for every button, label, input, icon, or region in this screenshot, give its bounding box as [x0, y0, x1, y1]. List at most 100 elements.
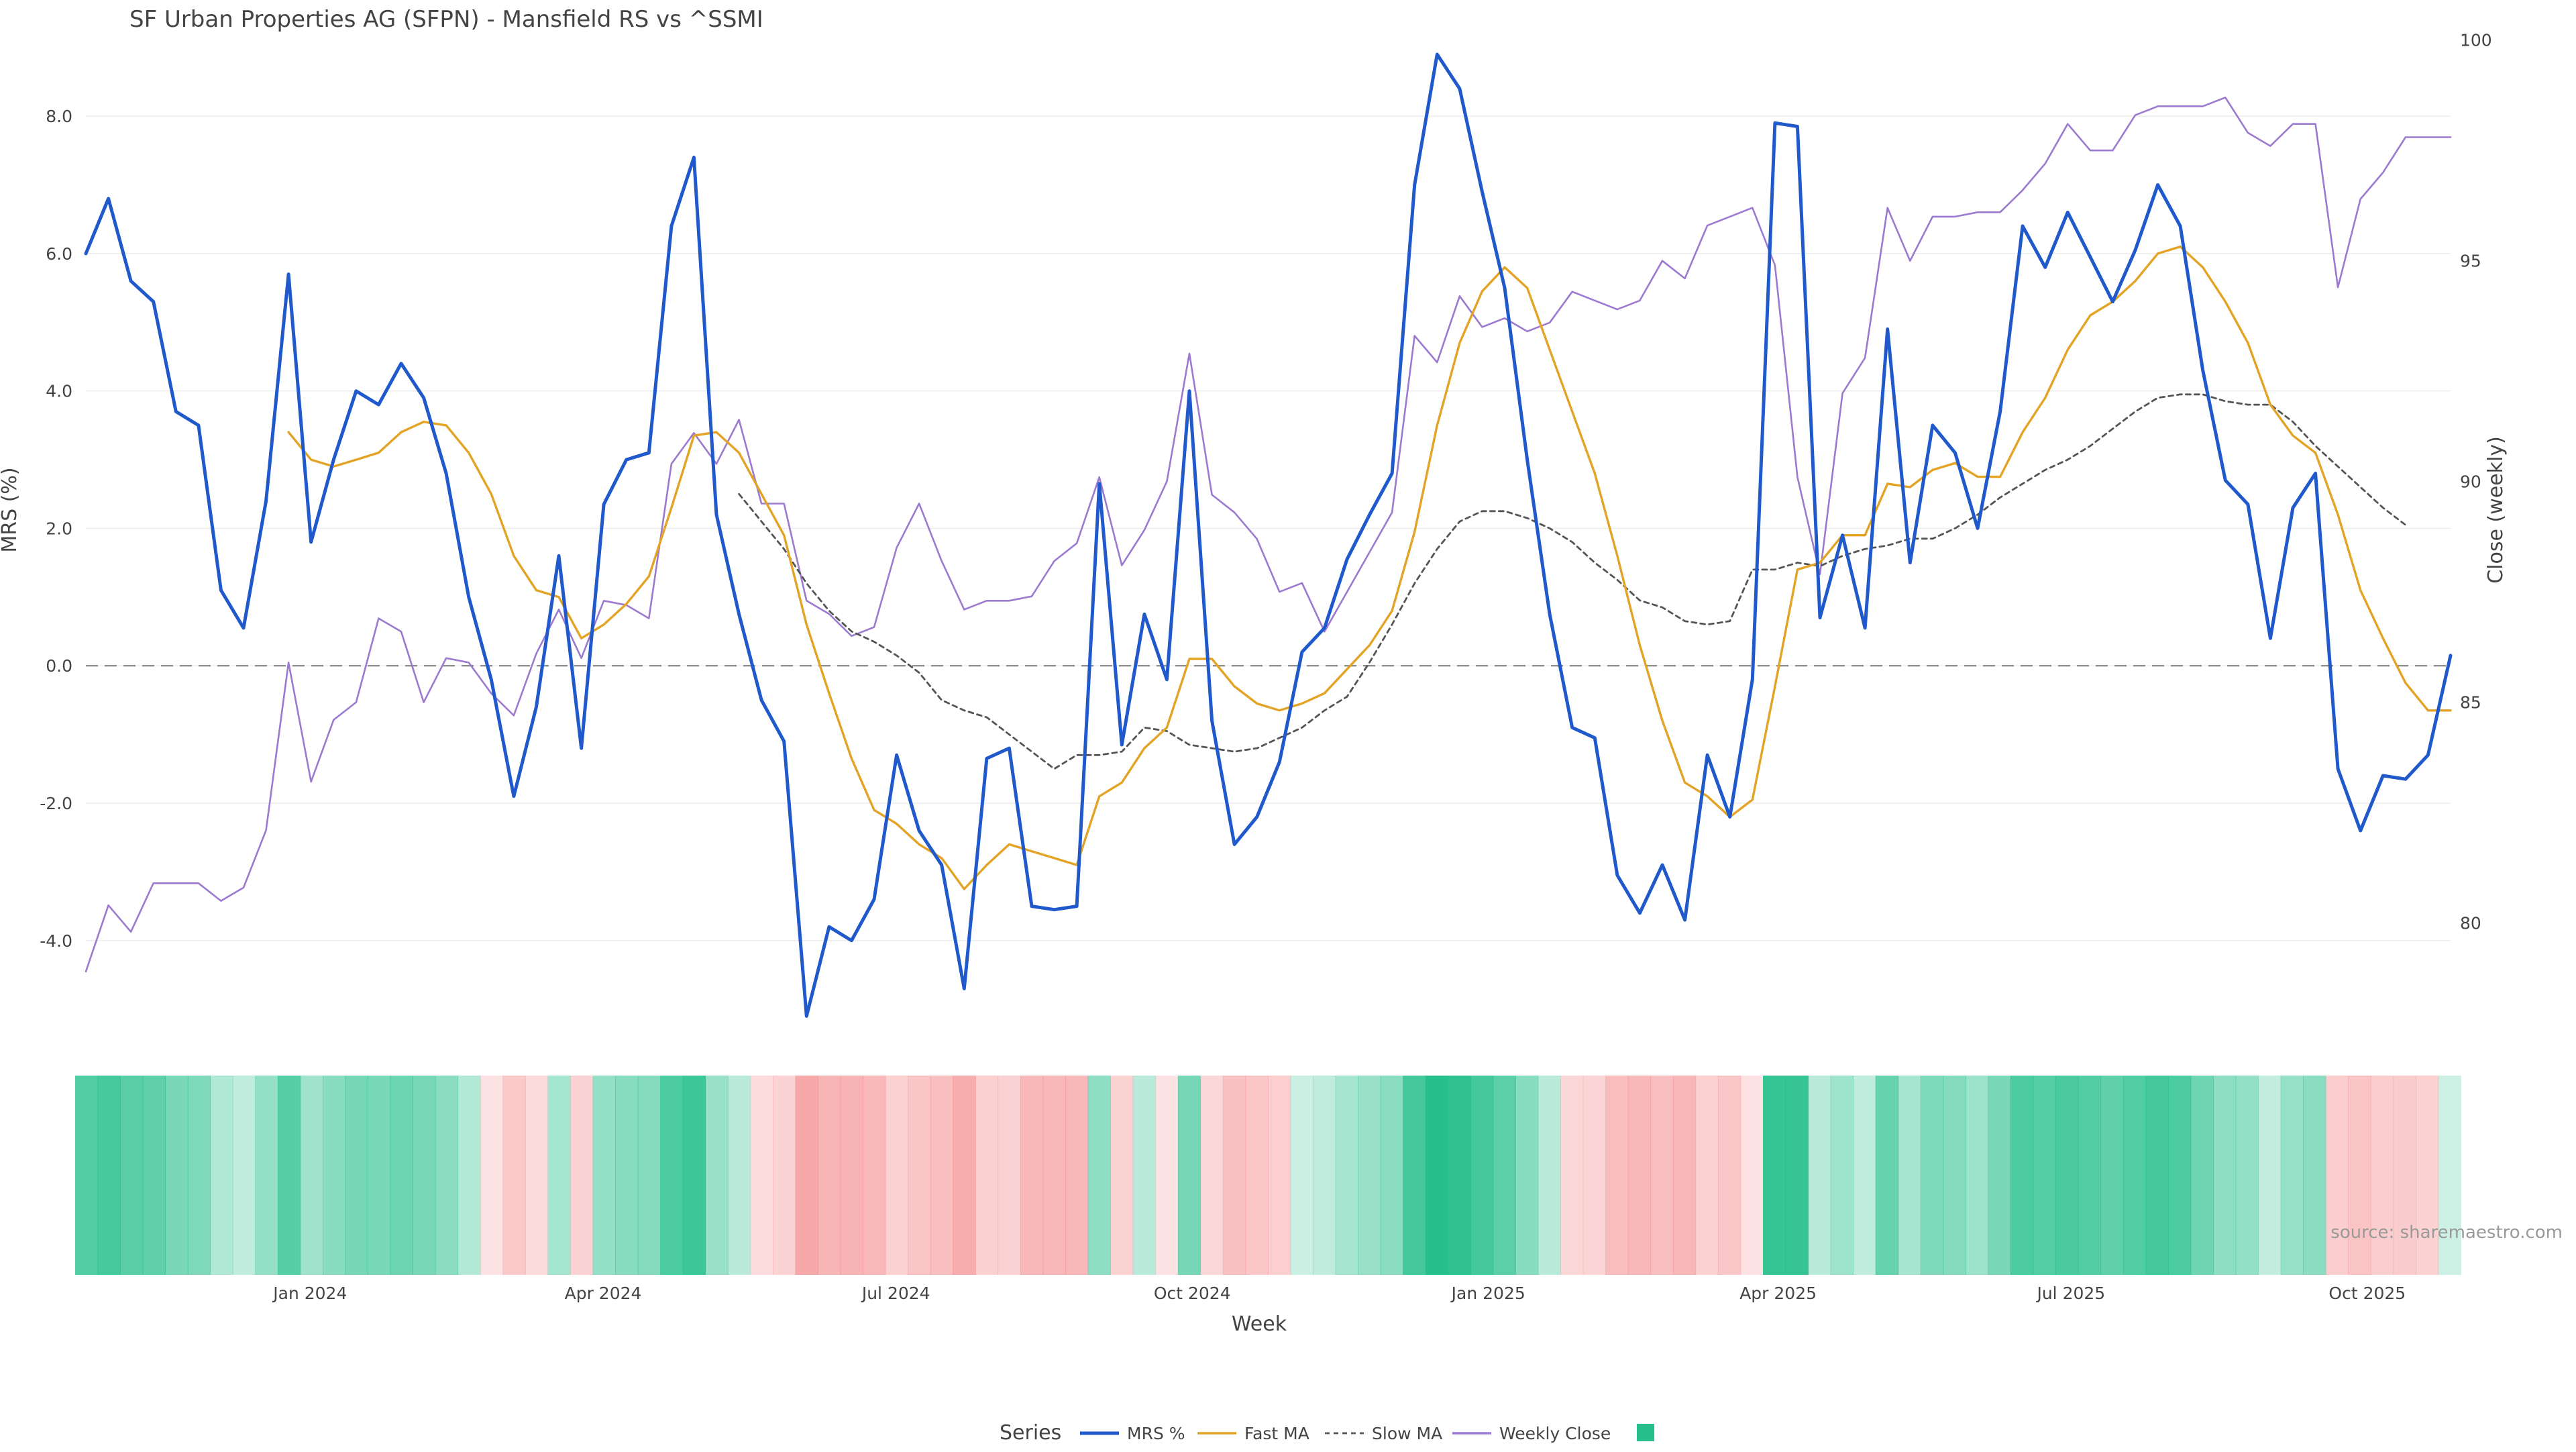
heatmap-cell — [232, 1076, 256, 1275]
x-tick-label: Jan 2024 — [272, 1284, 347, 1303]
heatmap-cell — [2123, 1076, 2147, 1275]
y-left-tick-label: 4.0 — [46, 382, 72, 401]
series-line-fast-ma — [287, 245, 2452, 890]
heatmap-cell — [930, 1076, 954, 1275]
heatmap-cell — [1425, 1076, 1449, 1275]
heatmap-cell — [1380, 1076, 1404, 1275]
legend-label: Slow MA — [1372, 1424, 1442, 1443]
legend-title: Series — [1000, 1421, 1061, 1445]
heatmap-cell — [818, 1076, 841, 1275]
heatmap-cell — [1222, 1076, 1246, 1275]
heatmap-cell — [1695, 1076, 1719, 1275]
heatmap-cell — [165, 1076, 189, 1275]
heatmap-cell — [1920, 1076, 1944, 1275]
heatmap-cell — [1448, 1076, 1471, 1275]
x-tick-label: Jul 2024 — [861, 1284, 930, 1303]
heatmap-cell — [885, 1076, 909, 1275]
heatmap-cell — [75, 1076, 99, 1275]
mrs-heatmap-strip — [75, 1076, 2461, 1275]
heatmap-cell — [120, 1076, 144, 1275]
heatmap-cell — [705, 1076, 729, 1275]
heatmap-cell — [750, 1076, 773, 1275]
heatmap-cell — [1965, 1076, 1989, 1275]
heatmap-cell — [2348, 1076, 2371, 1275]
x-tick-label: Jan 2025 — [1450, 1284, 1525, 1303]
heatmap-cell — [435, 1076, 459, 1275]
heatmap-cell — [908, 1076, 931, 1275]
heatmap-cell — [795, 1076, 818, 1275]
heatmap-cell — [2415, 1076, 2439, 1275]
heatmap-cell — [277, 1076, 301, 1275]
heatmap-cell — [1313, 1076, 1336, 1275]
heatmap-cell — [300, 1076, 323, 1275]
grid-lines — [86, 115, 2451, 941]
y-left-tick-label: 6.0 — [46, 244, 72, 264]
heatmap-cell — [1358, 1076, 1381, 1275]
heatmap-cell — [525, 1076, 549, 1275]
heatmap-cell — [1155, 1076, 1179, 1275]
heatmap-cell — [1065, 1076, 1089, 1275]
heatmap-cell — [1740, 1076, 1764, 1275]
heatmap-cell — [1627, 1076, 1652, 1275]
y-left-tick-label: 8.0 — [46, 107, 72, 126]
x-axis-title: Week — [1232, 1312, 1287, 1336]
heatmap-cell — [1200, 1076, 1224, 1275]
heatmap-cell — [1493, 1076, 1516, 1275]
heatmap-cell — [1853, 1076, 1876, 1275]
heatmap-cell — [2010, 1076, 2034, 1275]
heatmap-cell — [210, 1076, 233, 1275]
heatmap-cell — [840, 1076, 863, 1275]
heatmap-cell — [480, 1076, 504, 1275]
series-lines — [84, 52, 2453, 1018]
y-right-tick-label: 85 — [2460, 693, 2481, 713]
axes: 8.0 6.0 4.0 2.0 0.0 -2.0 -4.0 100 95 90 85 80 Jan 20… — [40, 31, 2492, 1303]
heatmap-cell — [2212, 1076, 2237, 1275]
heatmap-cell — [2145, 1076, 2169, 1275]
legend-label: MRS % — [1127, 1424, 1185, 1443]
heatmap-cell — [660, 1076, 684, 1275]
heatmap-cell — [2033, 1076, 2056, 1275]
heatmap-cell — [953, 1076, 976, 1275]
heatmap-cell — [1087, 1076, 1111, 1275]
series-line-weekly-close — [85, 97, 2452, 973]
heatmap-cell — [1042, 1076, 1066, 1275]
heatmap-cell — [1830, 1076, 1854, 1275]
heatmap-cell — [727, 1076, 751, 1275]
heatmap-cell — [1605, 1076, 1629, 1275]
y-axis-right-title: Close (weekly) — [2484, 436, 2508, 584]
x-tick-label: Apr 2025 — [1739, 1284, 1817, 1303]
heatmap-cell — [502, 1076, 526, 1275]
heatmap-cell — [1560, 1076, 1584, 1275]
x-tick-label: Apr 2024 — [565, 1284, 642, 1303]
heatmap-cell — [255, 1076, 278, 1275]
heatmap-cell — [1988, 1076, 2011, 1275]
heatmap-cell — [97, 1076, 121, 1275]
heatmap-cell — [2325, 1076, 2349, 1275]
heatmap-cell — [1763, 1076, 1786, 1275]
heatmap-cell — [2438, 1076, 2461, 1275]
series-line-mrs — [84, 52, 2453, 1018]
heatmap-cell — [1943, 1076, 1966, 1275]
heatmap-cell — [2393, 1076, 2416, 1275]
x-tick-label: Jul 2025 — [2035, 1284, 2105, 1303]
x-tick-label: Oct 2025 — [2328, 1284, 2406, 1303]
y-left-tick-label: 0.0 — [46, 656, 72, 676]
heatmap-cell — [1582, 1076, 1607, 1275]
heatmap-cell — [1020, 1076, 1044, 1275]
heatmap-cell — [1808, 1076, 1831, 1275]
y-right-tick-label: 100 — [2460, 31, 2492, 50]
heatmap-cell — [1672, 1076, 1697, 1275]
heatmap-cell — [1875, 1076, 1899, 1275]
heatmap-cell — [2190, 1076, 2214, 1275]
heatmap-cell — [637, 1076, 661, 1275]
heatmap-cell — [1268, 1076, 1291, 1275]
y-right-tick-label: 95 — [2460, 252, 2481, 271]
heatmap-cell — [1650, 1076, 1674, 1275]
chart-title: SF Urban Properties AG (SFPN) - Mansfiel… — [129, 6, 763, 33]
heatmap-cell — [570, 1076, 594, 1275]
heatmap-cell — [2258, 1076, 2282, 1275]
heatmap-cell — [368, 1076, 391, 1275]
heatmap-cell — [1717, 1076, 1741, 1275]
legend-label: Weekly Close — [1499, 1424, 1611, 1443]
